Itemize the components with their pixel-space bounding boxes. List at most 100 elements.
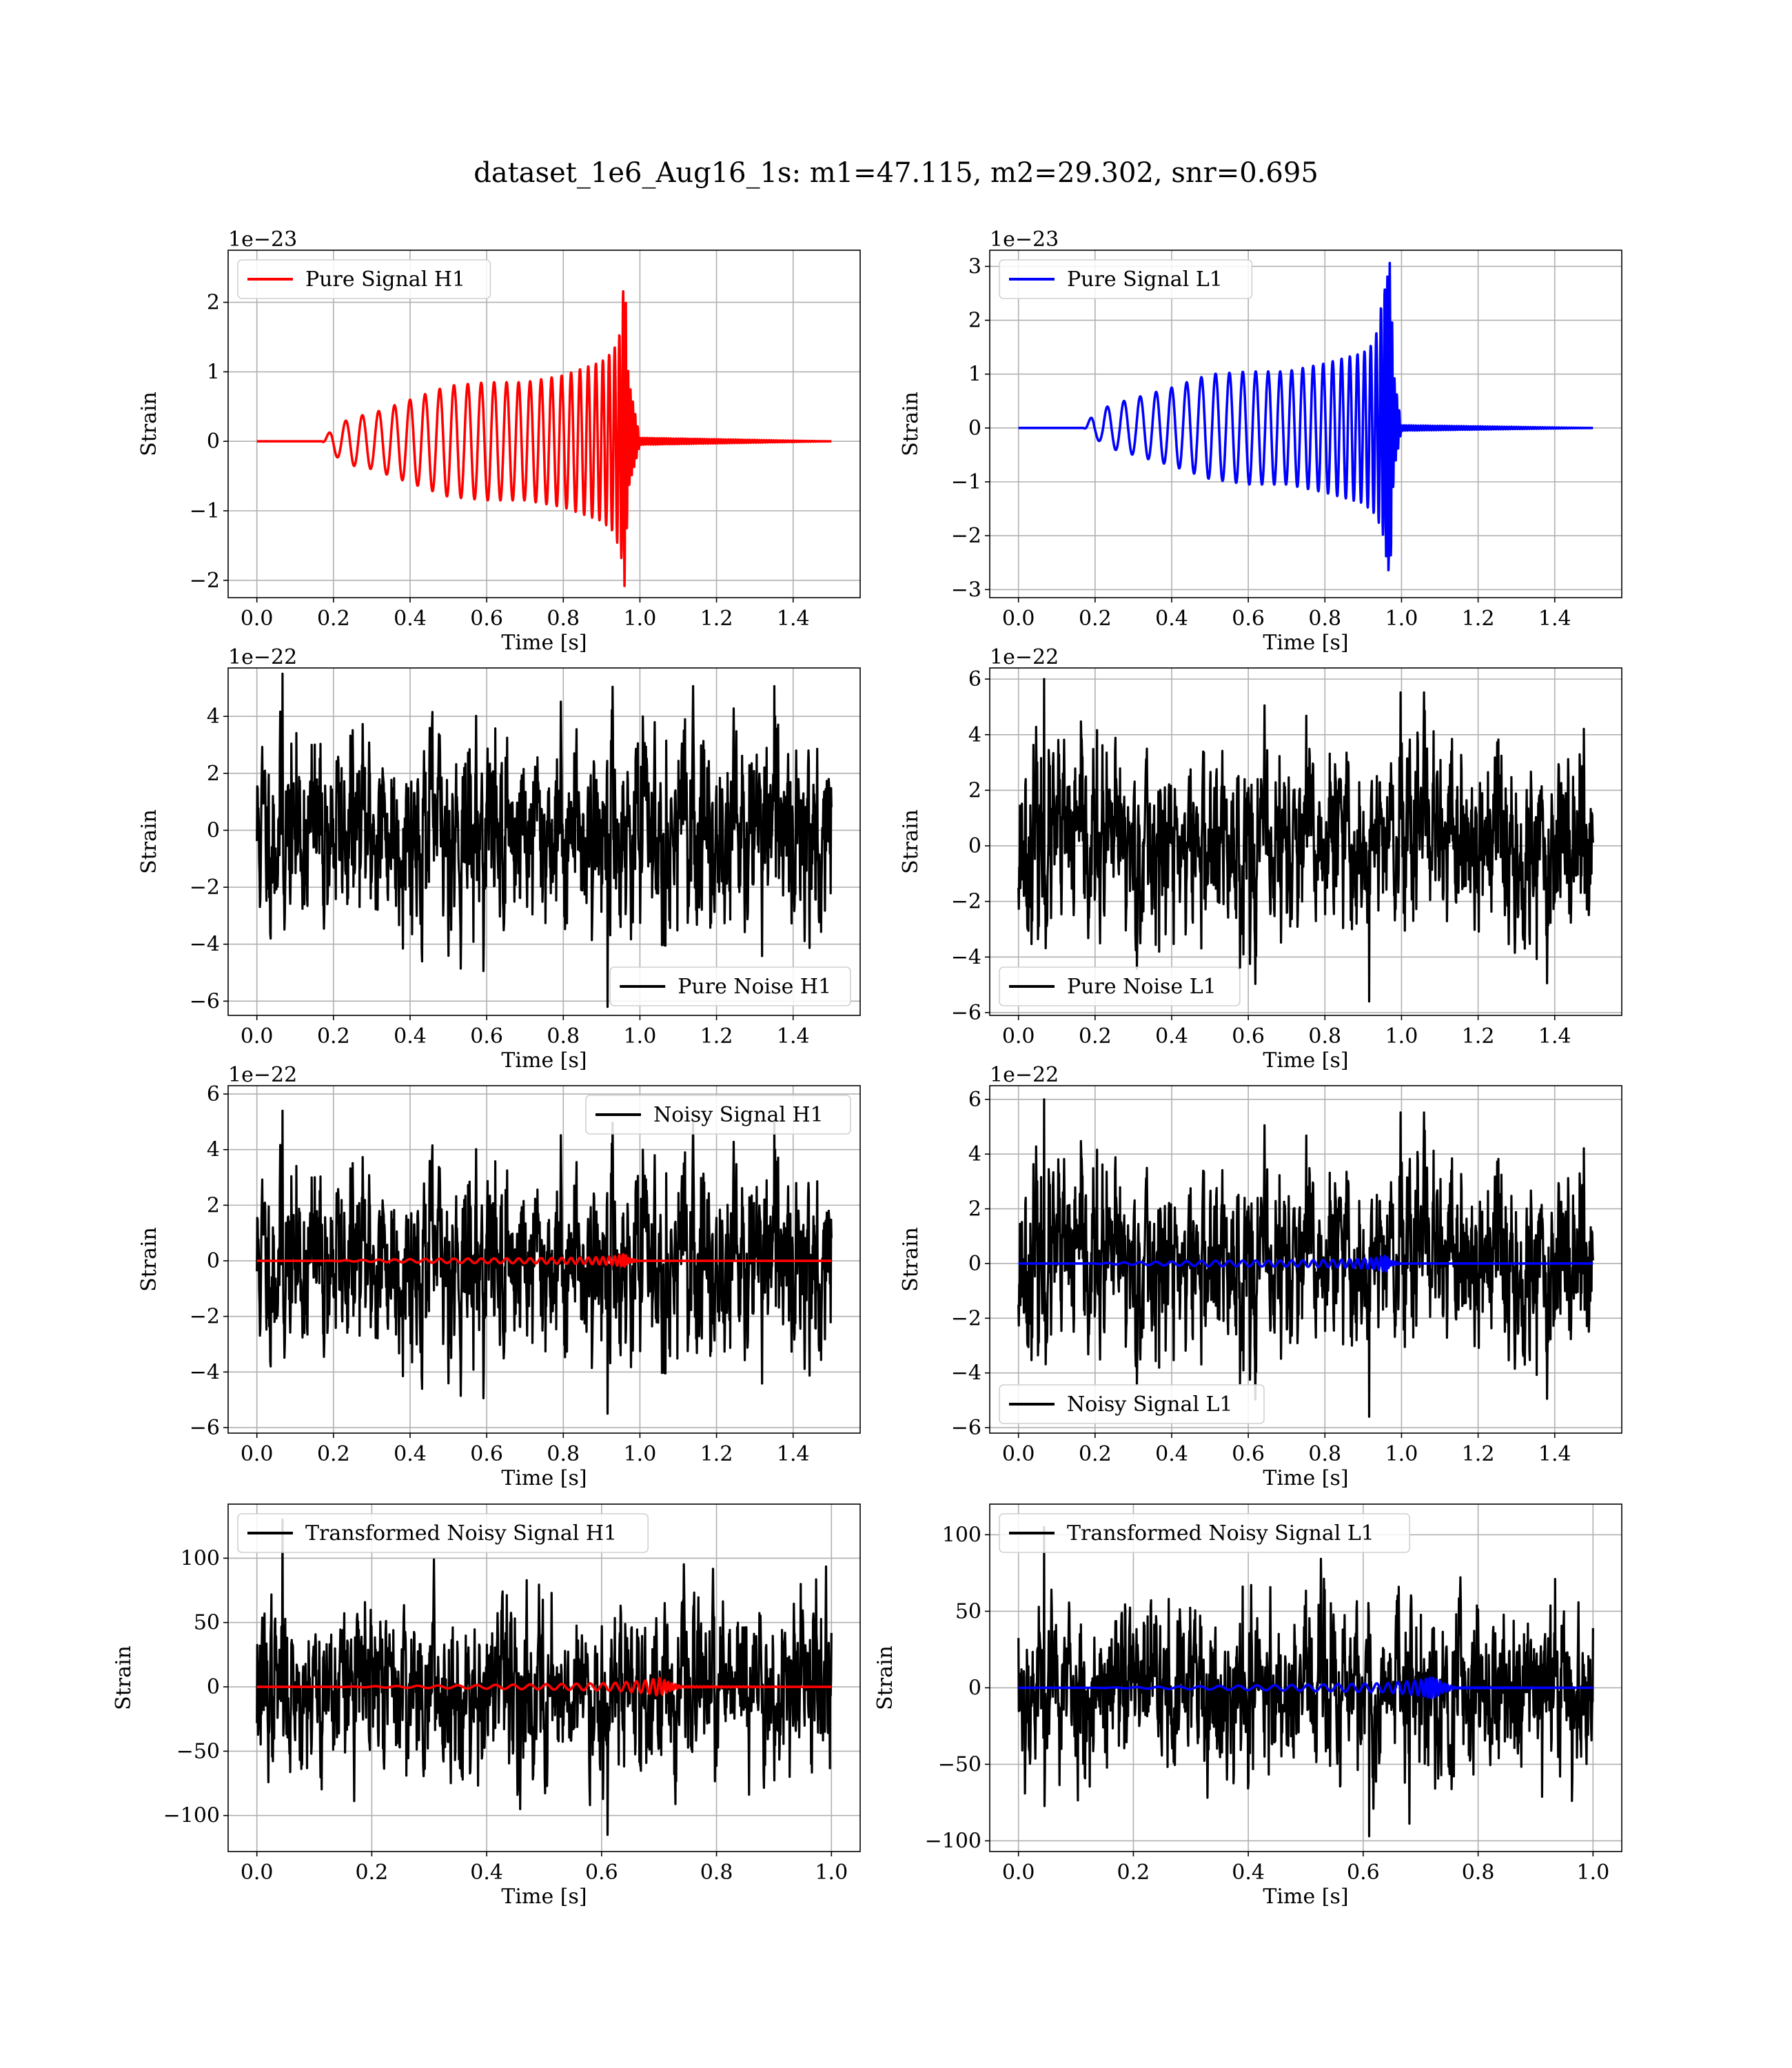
axes-frame xyxy=(227,250,861,598)
x-tick-label: 0.2 xyxy=(1079,1442,1112,1466)
series-line-pure-noise-h1 xyxy=(256,672,833,1008)
y-tick-label: 2 xyxy=(968,778,981,802)
series-line-pure-signal-h1 xyxy=(256,290,833,587)
series-line-overlay-1 xyxy=(256,1676,833,1697)
legend-box xyxy=(999,966,1241,1006)
legend-box xyxy=(609,966,851,1006)
x-tick-label: 0.4 xyxy=(1232,1861,1265,1885)
legend-label: Noisy Signal L1 xyxy=(1067,1392,1232,1417)
subplot-pure-noise-l1: 0.0 0.2 0.4 0.6 0.8 1.0 1.2 1.4 −6 −4 −2 0 2 4 6 Time [… xyxy=(899,645,1622,1073)
y-tick-label: −100 xyxy=(925,1829,981,1853)
x-tick-label: 0.4 xyxy=(1155,1024,1188,1048)
x-tick-label: 1.4 xyxy=(777,1024,810,1048)
y-tick-label: 4 xyxy=(207,704,220,729)
legend-label: Pure Signal L1 xyxy=(1067,267,1223,292)
y-axis-label: Strain xyxy=(899,392,923,456)
y-tick-label: 1 xyxy=(968,363,981,387)
legend: Pure Noise L1 xyxy=(999,966,1241,1006)
subplot-pure-noise-h1: 0.0 0.2 0.4 0.6 0.8 1.0 1.2 1.4 −6 −4 −2 0 2 4 Time [s… xyxy=(137,645,861,1073)
legend-box xyxy=(999,1384,1265,1424)
x-axis-label: Time [s] xyxy=(501,1048,587,1073)
x-tick-label: 0.6 xyxy=(470,1024,503,1048)
y-tick-label: 2 xyxy=(207,1193,220,1217)
y-tick-label: 1 xyxy=(207,360,220,384)
y-tick-label: 0 xyxy=(968,834,981,858)
axes-frame xyxy=(989,1085,1622,1434)
legend: Pure Noise H1 xyxy=(609,966,851,1006)
x-tick-label: 1.0 xyxy=(624,1024,657,1048)
legend-label: Pure Noise L1 xyxy=(1067,975,1216,999)
x-tick-label: 0.2 xyxy=(1079,607,1112,631)
y-tick-label: 100 xyxy=(181,1546,220,1570)
y-tick-label: −2 xyxy=(190,569,220,593)
legend-box xyxy=(237,259,491,299)
plot-area xyxy=(256,1518,833,1836)
y-tick-label: −2 xyxy=(951,1306,981,1330)
y-tick-label: −4 xyxy=(951,945,981,969)
y-axis-label: Strain xyxy=(873,1645,897,1710)
x-tick-label: 0.8 xyxy=(1308,1024,1341,1048)
axes-frame xyxy=(989,250,1622,598)
y-tick-label: 4 xyxy=(968,723,981,747)
legend-label: Noisy Signal H1 xyxy=(653,1103,824,1127)
y-tick-label: 50 xyxy=(194,1611,220,1635)
y-tick-label: −1 xyxy=(190,499,220,523)
y-tick-label: 4 xyxy=(207,1138,220,1162)
legend: Transformed Noisy Signal L1 xyxy=(999,1513,1411,1553)
x-tick-label: 0.6 xyxy=(1232,607,1265,631)
subplot-noisy-signal-l1: 0.0 0.2 0.4 0.6 0.8 1.0 1.2 1.4 −6 −4 −2 0 2 4 6 Time [… xyxy=(899,1063,1622,1490)
y-tick-label: 4 xyxy=(968,1142,981,1166)
legend-label: Transformed Noisy Signal L1 xyxy=(1067,1521,1374,1545)
legend-box xyxy=(999,1513,1411,1553)
axes-frame xyxy=(989,667,1622,1016)
y-tick-label: 3 xyxy=(968,254,981,278)
x-tick-label: 0.0 xyxy=(241,1861,274,1885)
series-line-noisy-signal-h1 xyxy=(256,1109,833,1415)
subplot-noisy-signal-h1: 0.0 0.2 0.4 0.6 0.8 1.0 1.2 1.4 −6 −4 −2 0 2 4 6 Time [… xyxy=(137,1063,861,1490)
y-axis-label: Strain xyxy=(137,392,161,456)
x-tick-label: 0.2 xyxy=(1079,1024,1112,1048)
x-tick-label: 0.8 xyxy=(547,1442,580,1466)
x-tick-label: 0.0 xyxy=(1002,607,1035,631)
x-tick-label: 0.2 xyxy=(317,1024,350,1048)
x-tick-label: 0.2 xyxy=(356,1861,389,1885)
y-tick-label: −2 xyxy=(951,890,981,914)
series-line-overlay-1 xyxy=(256,1253,833,1268)
x-tick-label: 1.2 xyxy=(1462,1024,1495,1048)
x-tick-label: 1.4 xyxy=(1538,1442,1571,1466)
offset-text: 1e−23 xyxy=(990,227,1059,252)
x-tick-label: 0.4 xyxy=(1155,607,1188,631)
y-tick-label: −6 xyxy=(190,1416,220,1440)
legend-label: Transformed Noisy Signal H1 xyxy=(305,1521,617,1545)
y-axis-label: Strain xyxy=(137,1227,161,1292)
y-tick-label: 2 xyxy=(968,309,981,333)
x-tick-label: 1.4 xyxy=(1538,1024,1571,1048)
x-tick-label: 0.2 xyxy=(1117,1861,1150,1885)
plot-area xyxy=(256,1109,833,1415)
x-tick-label: 0.0 xyxy=(241,607,274,631)
y-tick-label: 0 xyxy=(968,416,981,440)
y-tick-label: 2 xyxy=(968,1197,981,1221)
plot-area xyxy=(1017,1098,1594,1418)
y-tick-label: −6 xyxy=(190,989,220,1013)
plot-area xyxy=(1017,678,1594,1003)
x-axis-label: Time [s] xyxy=(1263,631,1348,655)
y-tick-label: 50 xyxy=(955,1599,981,1623)
x-tick-label: 1.0 xyxy=(1385,607,1418,631)
y-tick-label: 6 xyxy=(968,667,981,691)
y-tick-label: 2 xyxy=(207,291,220,315)
x-tick-label: 0.4 xyxy=(394,1024,427,1048)
y-tick-label: −100 xyxy=(163,1804,220,1828)
x-tick-label: 1.2 xyxy=(700,1024,733,1048)
x-tick-label: 0.6 xyxy=(470,1442,503,1466)
series-line-overlay-1 xyxy=(1017,1676,1594,1700)
x-tick-label: 0.6 xyxy=(1232,1024,1265,1048)
series-line-transformed-noisy-signal-l1 xyxy=(1017,1525,1594,1838)
y-tick-label: −2 xyxy=(190,1305,220,1329)
series-line-pure-signal-l1 xyxy=(1017,261,1594,571)
x-tick-label: 0.6 xyxy=(585,1861,618,1885)
y-tick-label: 0 xyxy=(207,1675,220,1699)
x-tick-label: 0.8 xyxy=(1462,1861,1495,1885)
y-tick-label: −6 xyxy=(951,1001,981,1025)
series-line-noisy-signal-l1 xyxy=(1017,1098,1594,1418)
